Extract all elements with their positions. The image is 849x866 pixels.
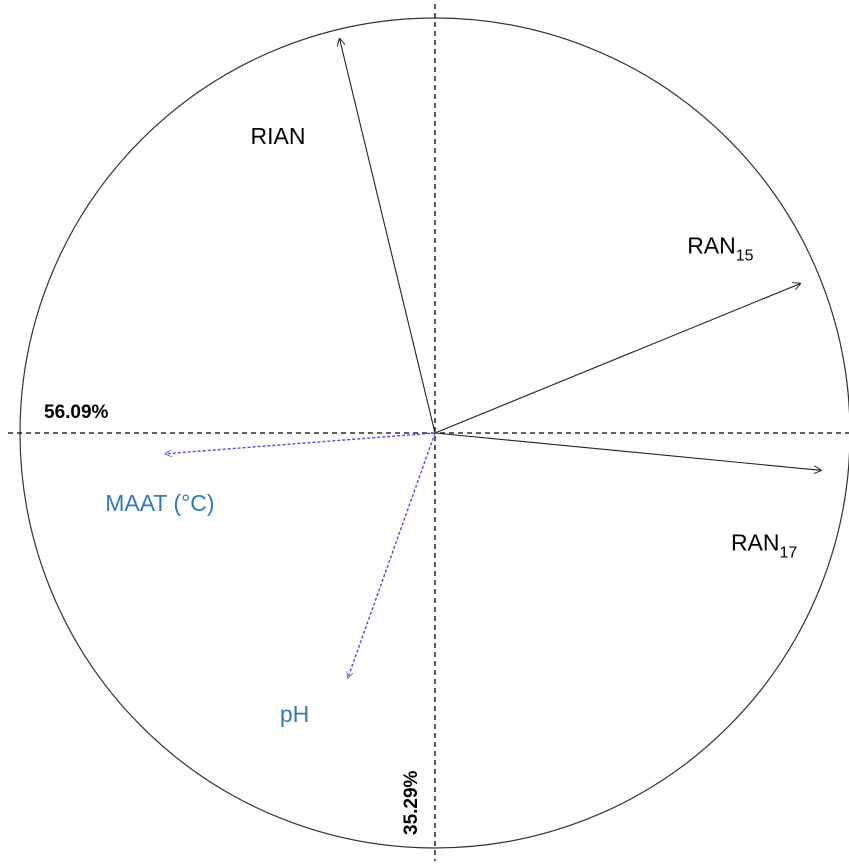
label-base-ran15: RAN xyxy=(687,233,736,259)
label-sub-ran17: 17 xyxy=(780,544,798,561)
vector-rian xyxy=(340,39,436,434)
label-ph: pH xyxy=(280,701,309,727)
label-rian: RIAN xyxy=(251,123,306,149)
label-ran17: RAN17 xyxy=(731,529,797,561)
label-maat-c: MAAT (°C) xyxy=(105,490,214,516)
label-base-ran17: RAN xyxy=(731,529,780,555)
label-base-maat-c: MAAT (°C) xyxy=(105,490,214,516)
vector-ran15 xyxy=(434,284,800,434)
label-base-rian: RIAN xyxy=(251,123,306,149)
vector-maat-c xyxy=(165,432,436,454)
label-ran15: RAN15 xyxy=(687,233,753,265)
y-axis-label: 35.29% xyxy=(401,770,422,835)
label-sub-ran15: 15 xyxy=(736,248,754,265)
vector-ph xyxy=(348,432,436,678)
vectors-group xyxy=(165,39,821,678)
vector-ran17 xyxy=(434,432,821,470)
x-axis-label: 56.09% xyxy=(44,402,109,423)
label-base-ph: pH xyxy=(280,701,309,727)
